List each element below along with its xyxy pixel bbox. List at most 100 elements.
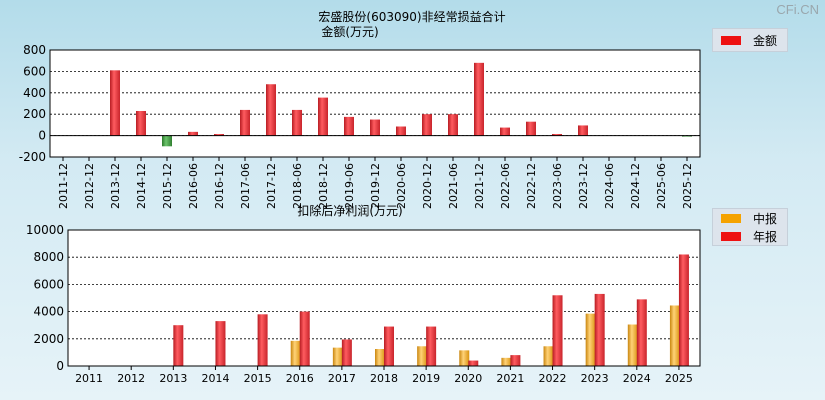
x-tick-label: 2022-06 (499, 163, 512, 209)
bar (162, 135, 172, 147)
bar (500, 127, 510, 136)
x-tick-label: 2020-12 (421, 163, 434, 209)
x-tick-label: 2018-06 (291, 163, 304, 209)
top-legend: 金额 (712, 28, 788, 52)
top-chart: -200 0 200 400 600 800 2011-12 2012-12 2013-12 20… (19, 43, 701, 209)
x-tick-label: 2018-12 (317, 163, 330, 209)
bar (422, 114, 432, 136)
legend-swatch (721, 213, 741, 223)
x-tick-label: 2024 (623, 372, 651, 385)
bar (510, 355, 521, 366)
bar (375, 349, 385, 366)
bar (257, 314, 268, 366)
bar (594, 293, 605, 366)
x-tick-label: 2019-06 (343, 163, 356, 209)
bar (290, 340, 301, 366)
legend-item-interim: 中报 (713, 209, 787, 227)
x-tick-label: 2024-06 (603, 163, 616, 209)
x-tick-label: 2019 (412, 372, 440, 385)
bar (543, 346, 554, 366)
x-tick-label: 2015 (244, 372, 272, 385)
bar (678, 254, 689, 366)
y-tick-label: 4000 (33, 305, 64, 319)
bottom-legend: 中报 年报 (712, 208, 788, 246)
bar (214, 133, 224, 136)
x-tick-label: 2014 (201, 372, 229, 385)
x-tick-label: 2025-12 (681, 163, 694, 209)
bar (292, 109, 302, 136)
bar (417, 346, 428, 366)
y-tick-label: 600 (23, 64, 46, 78)
bar (426, 326, 437, 366)
x-tick-label: 2015-12 (161, 163, 174, 209)
plot-area (49, 49, 701, 158)
watermark: CFi.CN (776, 2, 819, 17)
bar (552, 295, 563, 366)
bar (332, 347, 343, 366)
bar (370, 119, 380, 136)
x-tick-label: 2018 (370, 372, 398, 385)
bar (215, 321, 226, 366)
y-tick-label: 200 (23, 107, 46, 121)
y-tick-label: 10000 (26, 223, 64, 237)
bar (344, 116, 354, 136)
x-tick-label: 2013-12 (109, 163, 122, 209)
y-tick-label: 0 (38, 129, 46, 143)
bar (468, 360, 479, 366)
bar (448, 114, 458, 136)
bar (299, 311, 310, 366)
y-tick-label: 0 (56, 359, 64, 373)
x-tick-label: 2014-12 (135, 163, 148, 209)
bar (585, 313, 596, 366)
x-tick-label: 2017 (328, 372, 356, 385)
x-tick-label: 2020-06 (395, 163, 408, 209)
x-tick-label: 2012-12 (83, 163, 96, 209)
bar (318, 97, 328, 136)
bar (459, 350, 470, 366)
bar (627, 324, 638, 366)
legend-label: 年报 (753, 229, 778, 244)
bar (396, 126, 406, 136)
bar (636, 299, 647, 366)
bar (474, 62, 484, 136)
top-chart-subtitle: 金额(万元) (321, 24, 378, 39)
x-tick-label: 2019-12 (369, 163, 382, 209)
y-tick-label: 6000 (33, 277, 64, 291)
x-tick-label: 2023-12 (577, 163, 590, 209)
top-chart-title: 宏盛股份(603090)非经常损益合计 (318, 9, 505, 24)
bar (501, 357, 512, 366)
legend-label: 金额 (753, 33, 778, 48)
bar (173, 325, 184, 366)
x-tick-label: 2021 (496, 372, 524, 385)
legend-swatch (721, 35, 741, 45)
legend-swatch (721, 231, 741, 241)
bar (341, 339, 352, 366)
x-tick-label: 2016-06 (187, 163, 200, 209)
x-tick-label: 2016 (286, 372, 314, 385)
x-tick-label: 2017-12 (265, 163, 278, 209)
y-tick-label: 2000 (33, 332, 64, 346)
bottom-chart: 0 2000 4000 6000 8000 10000 2011 2012 2013 2014 20… (26, 223, 701, 385)
bar (188, 131, 198, 136)
x-tick-label: 2011-12 (57, 163, 70, 209)
x-tick-label: 2021-06 (447, 163, 460, 209)
x-tick-label: 2016-12 (213, 163, 226, 209)
bar (552, 133, 562, 136)
bar (384, 326, 394, 366)
y-tick-label: 8000 (33, 250, 64, 264)
bar (110, 70, 120, 136)
x-tick-label: 2012 (117, 372, 145, 385)
x-tick-label: 2025-06 (655, 163, 668, 209)
y-tick-label: -200 (19, 150, 46, 164)
x-tick-label: 2011 (75, 372, 103, 385)
x-tick-label: 2017-06 (239, 163, 252, 209)
x-tick-label: 2023-06 (551, 163, 564, 209)
bar (526, 121, 536, 136)
bar (266, 84, 276, 136)
legend-item-amount: 金额 (713, 29, 787, 51)
y-tick-label: 400 (23, 86, 46, 100)
legend-label: 中报 (753, 211, 778, 226)
bottom-chart-title: 扣除后净利润(万元) (297, 203, 402, 218)
bar (669, 305, 680, 366)
